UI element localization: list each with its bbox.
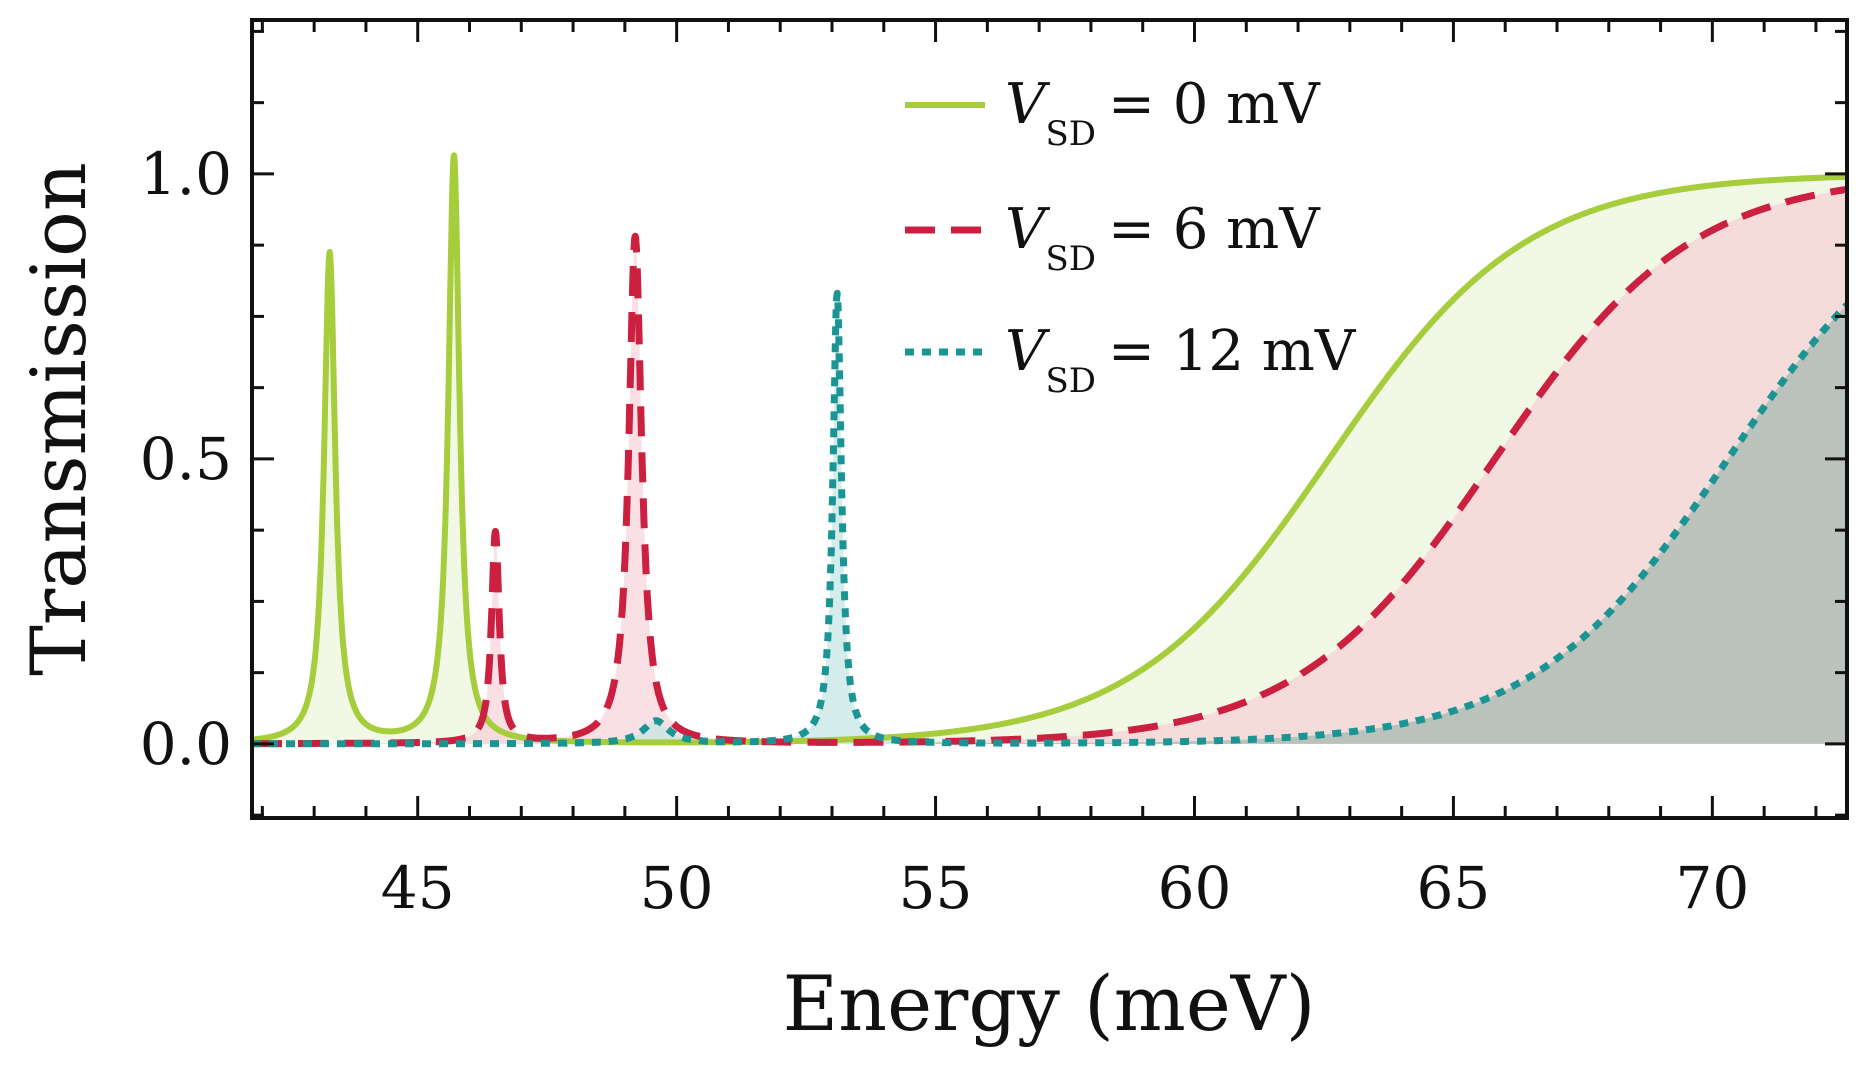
area-fill-1: [252, 189, 1847, 744]
x-tick-label: 65: [1417, 854, 1491, 922]
y-tick-label: 0.0: [140, 710, 232, 778]
series-line-2: [252, 289, 1847, 748]
plot-frame: [250, 18, 1849, 820]
legend-label-0: VSD = 0 mV: [1005, 72, 1321, 154]
tick-labels: 45 50 55 60 65 70 0.0 0.5 1.0: [140, 140, 1750, 922]
y-tick-label: 1.0: [140, 140, 232, 208]
x-tick-label: 70: [1675, 854, 1749, 922]
area-fills: [252, 155, 1847, 744]
axis-ticks: [252, 20, 1847, 818]
x-axis-label: Energy (meV): [783, 959, 1316, 1048]
x-tick-label: 55: [899, 854, 973, 922]
y-tick-label: 0.5: [140, 425, 232, 493]
x-tick-label: 60: [1158, 854, 1232, 922]
x-tick-label: 50: [640, 854, 714, 922]
legend-label-1: VSD = 6 mV: [1005, 197, 1321, 279]
overlap-fill: [935, 304, 1847, 744]
series-line-0: [252, 152, 1847, 746]
series-line-1: [252, 185, 1847, 748]
legend: VSD = 0 mV VSD = 6 mV VSD = 12 mV: [905, 72, 1357, 401]
y-axis-label: Transmission: [14, 162, 103, 676]
legend-label-2: VSD = 12 mV: [1005, 319, 1357, 401]
x-tick-label: 45: [381, 854, 455, 922]
series-lines: [252, 152, 1847, 748]
